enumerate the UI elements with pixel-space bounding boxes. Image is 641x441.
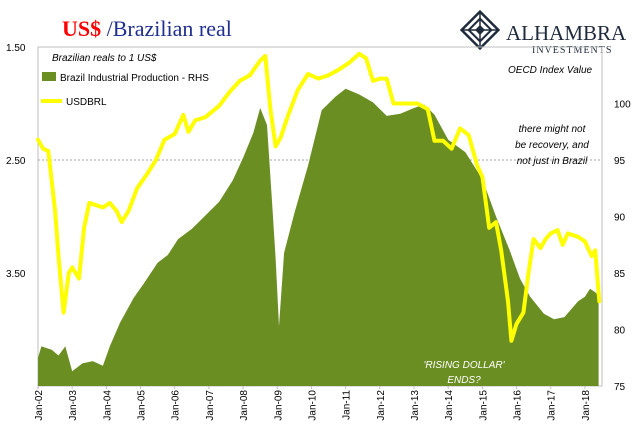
right-tick-label: 75 xyxy=(614,382,626,393)
left-tick-label: 3.50 xyxy=(6,269,26,280)
legend-swatch-industrial-production xyxy=(42,72,56,81)
x-tick-label: Jan-08 xyxy=(239,390,250,421)
legend-label-usdbrl: USDBRL xyxy=(66,97,107,108)
diamond-lattice-icon xyxy=(459,9,501,51)
right-tick-label: 90 xyxy=(614,213,626,224)
x-tick-label: Jan-03 xyxy=(68,390,79,421)
legend: Brazil Industrial Production - RHS USDBR… xyxy=(41,72,209,108)
chart-title-pair: /Brazilian real xyxy=(101,16,232,41)
x-tick-label: Jan-02 xyxy=(34,390,45,421)
x-tick-label: Jan-06 xyxy=(171,390,182,421)
logo-name: ALHAMBRA xyxy=(506,21,627,45)
x-tick-label: Jan-17 xyxy=(547,390,558,421)
left-tick-label: 1.50 xyxy=(6,43,26,54)
right-axis-label: OECD Index Value xyxy=(508,65,593,76)
chart-title: US$ /Brazilian real xyxy=(62,16,232,41)
right-tick-label: 80 xyxy=(614,326,626,337)
annotation-recovery-line-2: be recovery, and xyxy=(515,140,589,151)
logo: ALHAMBRA INVESTMENTS xyxy=(459,9,627,56)
left-axis-label: Brazilian reals to 1 US$ xyxy=(52,53,157,64)
legend-label-industrial-production: Brazil Industrial Production - RHS xyxy=(60,73,209,84)
right-tick-label: 100 xyxy=(614,100,631,111)
x-tick-label: Jan-15 xyxy=(478,390,489,421)
x-tick-label: Jan-14 xyxy=(444,390,455,421)
annotation-rising-dollar: 'RISING DOLLAR' ENDS? xyxy=(423,360,505,386)
right-tick-label: 85 xyxy=(614,269,626,280)
usdbrl-line xyxy=(36,51,602,343)
x-tick-label: Jan-05 xyxy=(137,390,148,421)
annotation-recovery: there might not be recovery, and not jus… xyxy=(515,124,589,167)
x-tick-label: Jan-09 xyxy=(273,390,284,421)
right-axis-ticks: 100 95 90 85 80 75 xyxy=(614,100,631,394)
x-axis-ticks: Jan-02 Jan-03 Jan-04 Jan-05 Jan-06 Jan-07 Jan-… xyxy=(34,386,592,421)
right-tick-label: 95 xyxy=(614,156,626,167)
x-tick-label: Jan-07 xyxy=(205,390,216,421)
x-tick-label: Jan-18 xyxy=(581,390,592,421)
left-tick-label: 2.50 xyxy=(6,156,26,167)
x-tick-label: Jan-04 xyxy=(102,390,113,421)
annotation-rising-dollar-line-1: 'RISING DOLLAR' xyxy=(423,360,505,371)
annotation-recovery-line-3: not just in Brazil xyxy=(517,156,588,167)
annotation-recovery-line-1: there might not xyxy=(519,124,587,135)
x-tick-label: Jan-11 xyxy=(342,390,353,420)
logo-subtitle: INVESTMENTS xyxy=(532,45,612,56)
x-tick-label: Jan-13 xyxy=(410,390,421,421)
x-tick-label: Jan-12 xyxy=(376,390,387,421)
left-axis-ticks: 1.50 2.50 3.50 xyxy=(6,43,26,280)
chart-title-currency: US$ xyxy=(62,16,101,41)
x-tick-label: Jan-16 xyxy=(513,390,524,421)
industrial-production-area xyxy=(38,88,599,387)
x-tick-label: Jan-10 xyxy=(307,390,318,421)
annotation-rising-dollar-line-2: ENDS? xyxy=(447,375,481,386)
